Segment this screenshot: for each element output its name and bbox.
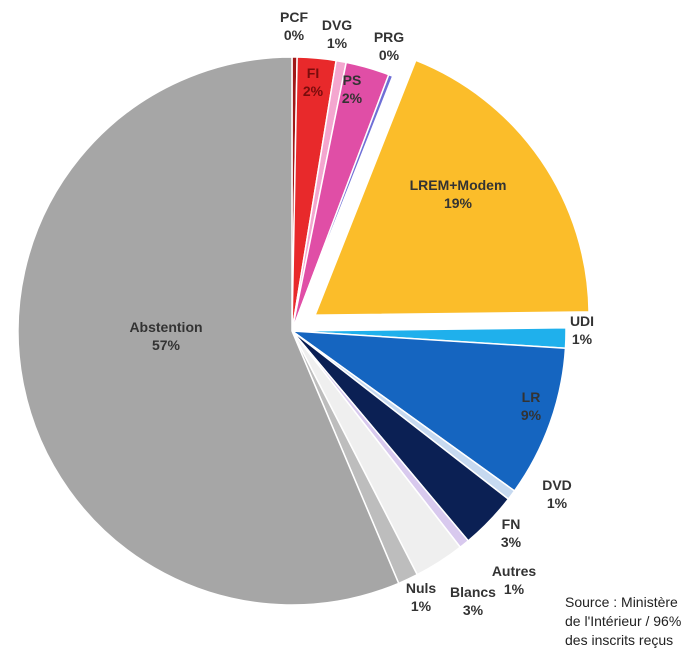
slice-label-ps: PS 2% [342, 72, 363, 106]
slice-label-abstention: Abstention 57% [129, 319, 202, 353]
slice-label-nuls: Nuls 1% [406, 580, 437, 614]
source-note: Source : Ministère de l'Intérieur / 96% … [565, 593, 695, 650]
slice-label-udi: UDI 1% [570, 313, 594, 347]
slice-label-dvg: DVG 1% [322, 17, 352, 51]
slice-label-prg: PRG 0% [374, 29, 404, 63]
slice-label-fn: FN 3% [501, 516, 522, 550]
slice-label-dvd: DVD 1% [542, 477, 572, 511]
source-line-3: des inscrits reçus [565, 632, 674, 648]
slice-label-autres: Autres 1% [492, 563, 537, 597]
pie-slice-prg [291, 73, 394, 332]
pie-slice-abstention [17, 56, 400, 606]
slice-label-pcf: PCF 0% [280, 9, 308, 43]
slice-label-blancs: Blancs 3% [450, 584, 496, 618]
pie-slice-lr [289, 330, 567, 492]
slice-label-lr: LR 9% [521, 389, 542, 423]
pie-slice-lrem-modem [313, 59, 590, 316]
source-line-2: de l'Intérieur / 96% [565, 613, 682, 629]
slice-label-lrem-modem: LREM+Modem 19% [410, 177, 507, 211]
slice-label-fi: FI 2% [303, 65, 324, 99]
source-line-1: Source : Ministère [565, 594, 678, 610]
